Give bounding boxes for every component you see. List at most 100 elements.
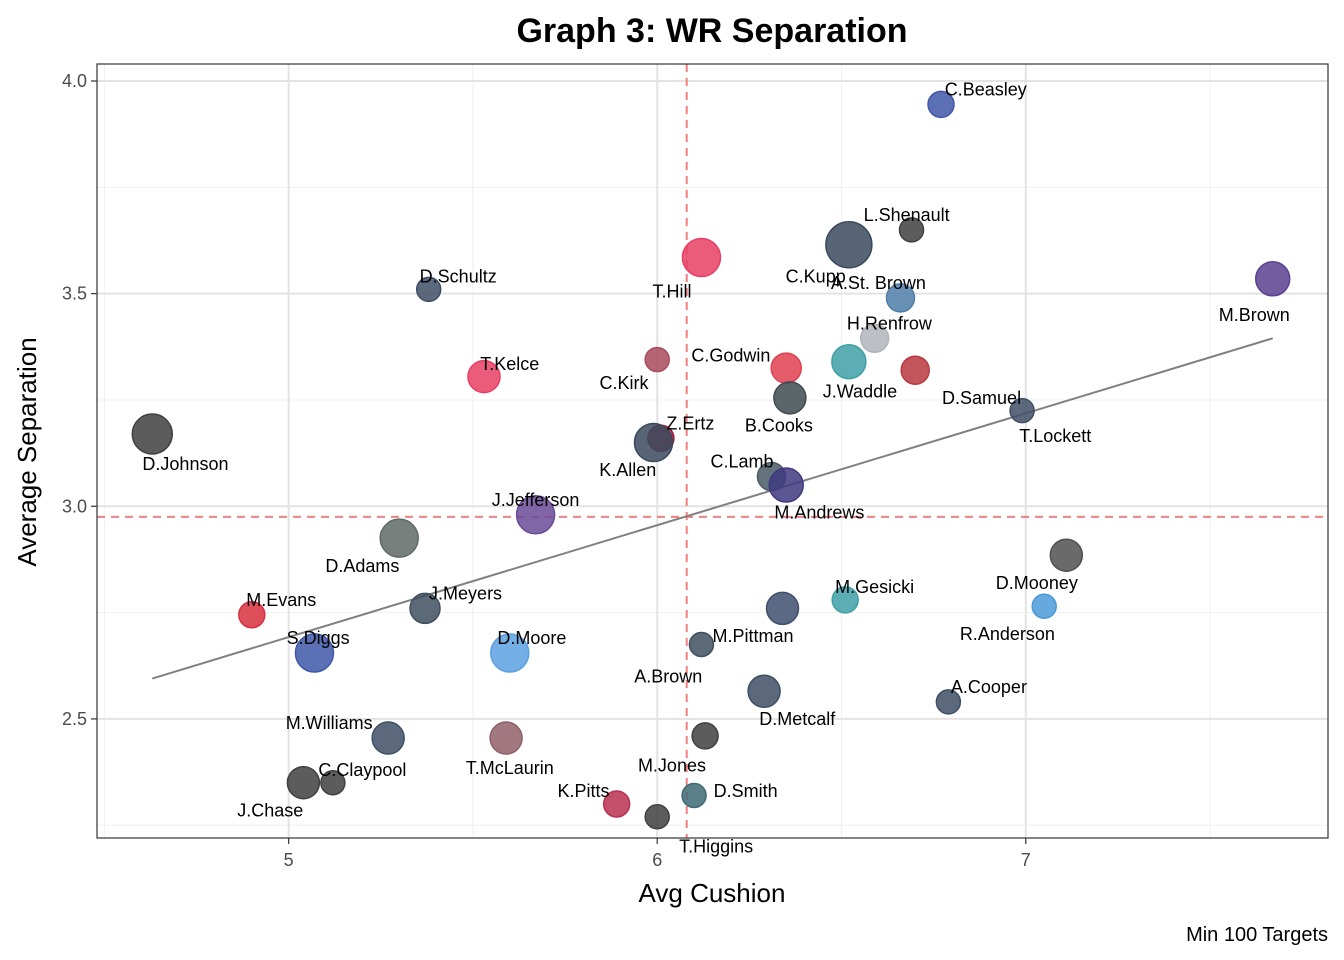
scatter-point [131,413,174,455]
point-label: M.Evans [246,590,316,610]
point-label: J.Waddle [823,381,897,401]
grid [97,64,1328,838]
point-label: D.Johnson [142,454,228,474]
point-label: A.Brown [634,666,702,686]
scatter-point [467,359,501,394]
scatter-point [691,722,719,750]
scatter-point [1009,397,1035,424]
x-axis-ticks: 5 6 7 [284,838,1031,870]
point-label: D.Mooney [996,573,1078,593]
x-tick-label: 7 [1021,850,1031,870]
scatter-point [489,721,523,755]
scatter-point [768,467,804,503]
point-label: T.Higgins [679,837,753,857]
scatter-point [747,674,781,709]
y-tick-label: 3.0 [62,496,87,516]
scatter-point [602,790,631,818]
point-labels-layer: C.Beasley L.Shenault C.Kupp T.Hill M.Brown A.… [142,80,1289,857]
chart-title: Graph 3: WR Separation [516,12,907,50]
point-label: L.Shenault [864,205,950,225]
point-label: D.Adams [325,556,399,576]
y-tick-label: 4.0 [62,71,87,91]
scatter-point [859,323,890,354]
scatter-point [681,237,722,278]
scatter-point [885,283,916,313]
scatter-point [688,631,715,658]
point-label: D.Metcalf [759,709,836,729]
point-label: T.Hill [652,282,691,302]
scatter-point [371,721,405,755]
point-label: H.Renfrow [847,313,933,333]
point-label: J.Chase [237,800,303,820]
points-layer [131,90,1291,830]
point-label: T.Lockett [1019,426,1091,446]
point-label: Z.Ertz [666,413,714,433]
scatter-point [770,352,802,384]
point-label: D.Schultz [420,267,497,287]
scatter-point [409,592,441,625]
point-label: C.Kupp [786,267,846,287]
scatter-point [773,381,807,415]
point-label: M.Williams [286,713,373,733]
scatter-point [1031,593,1057,619]
point-label: D.Smith [714,781,778,801]
scatter-point [320,769,346,796]
scatter-point [935,689,962,715]
scatter-point [379,518,419,558]
y-tick-label: 3.5 [62,284,87,304]
scatter-point [927,90,955,119]
scatter-point [681,782,707,809]
point-label: K.Pitts [557,781,609,801]
chart-caption: Min 100 Targets [1186,924,1328,946]
scatter-point [294,633,335,673]
scatter-point [765,591,800,626]
scatter-point [286,765,321,800]
point-label: T.Kelce [480,354,539,374]
scatter-point [825,220,873,269]
x-tick-label: 6 [652,850,662,870]
y-tick-label: 2.5 [62,709,87,729]
scatter-point [1254,261,1291,297]
scatter-point [644,346,670,373]
scatter-point [1049,538,1084,572]
point-label: D.Moore [497,628,566,648]
point-label: C.Beasley [945,80,1027,100]
trend-line-group [151,337,1274,680]
point-label: J.Meyers [429,583,502,603]
point-label: T.McLaurin [466,758,554,778]
point-label: C.Claypool [318,760,406,780]
point-label: B.Cooks [745,415,813,435]
scatter-point [900,355,930,385]
point-label: R.Anderson [960,624,1055,644]
y-axis-ticks: 2.5 3.0 3.5 4.0 [62,71,97,729]
point-label: C.Lamb [710,452,773,472]
scatter-point [898,217,925,243]
point-label: D.Samuel [942,388,1021,408]
point-label: C.Godwin [691,345,770,365]
point-label: M.Gesicki [835,577,914,597]
point-label: J.Jefferson [492,490,580,510]
point-label: C.Kirk [600,373,650,393]
scatter-point [633,422,674,463]
scatter-point [515,495,556,535]
scatter-point [238,600,266,629]
scatter-point [831,586,859,614]
panel-border [96,63,1329,839]
scatter-point [644,803,670,830]
point-label: M.Jones [638,756,706,776]
point-label: A.St. Brown [831,273,926,293]
point-label: M.Andrews [774,503,864,523]
y-axis-title: Average Separation [12,337,42,566]
reference-lines [97,64,1328,838]
scatter-point [415,276,442,303]
x-axis-title: Avg Cushion [639,878,786,908]
point-label: M.Pittman [713,626,794,646]
point-label: A.Cooper [951,677,1027,697]
point-label: M.Brown [1219,305,1290,325]
point-label: K.Allen [599,460,656,480]
point-label: S.Diggs [287,628,350,648]
trend-line [151,337,1274,680]
x-tick-label: 5 [284,850,294,870]
scatter-point [490,633,530,673]
